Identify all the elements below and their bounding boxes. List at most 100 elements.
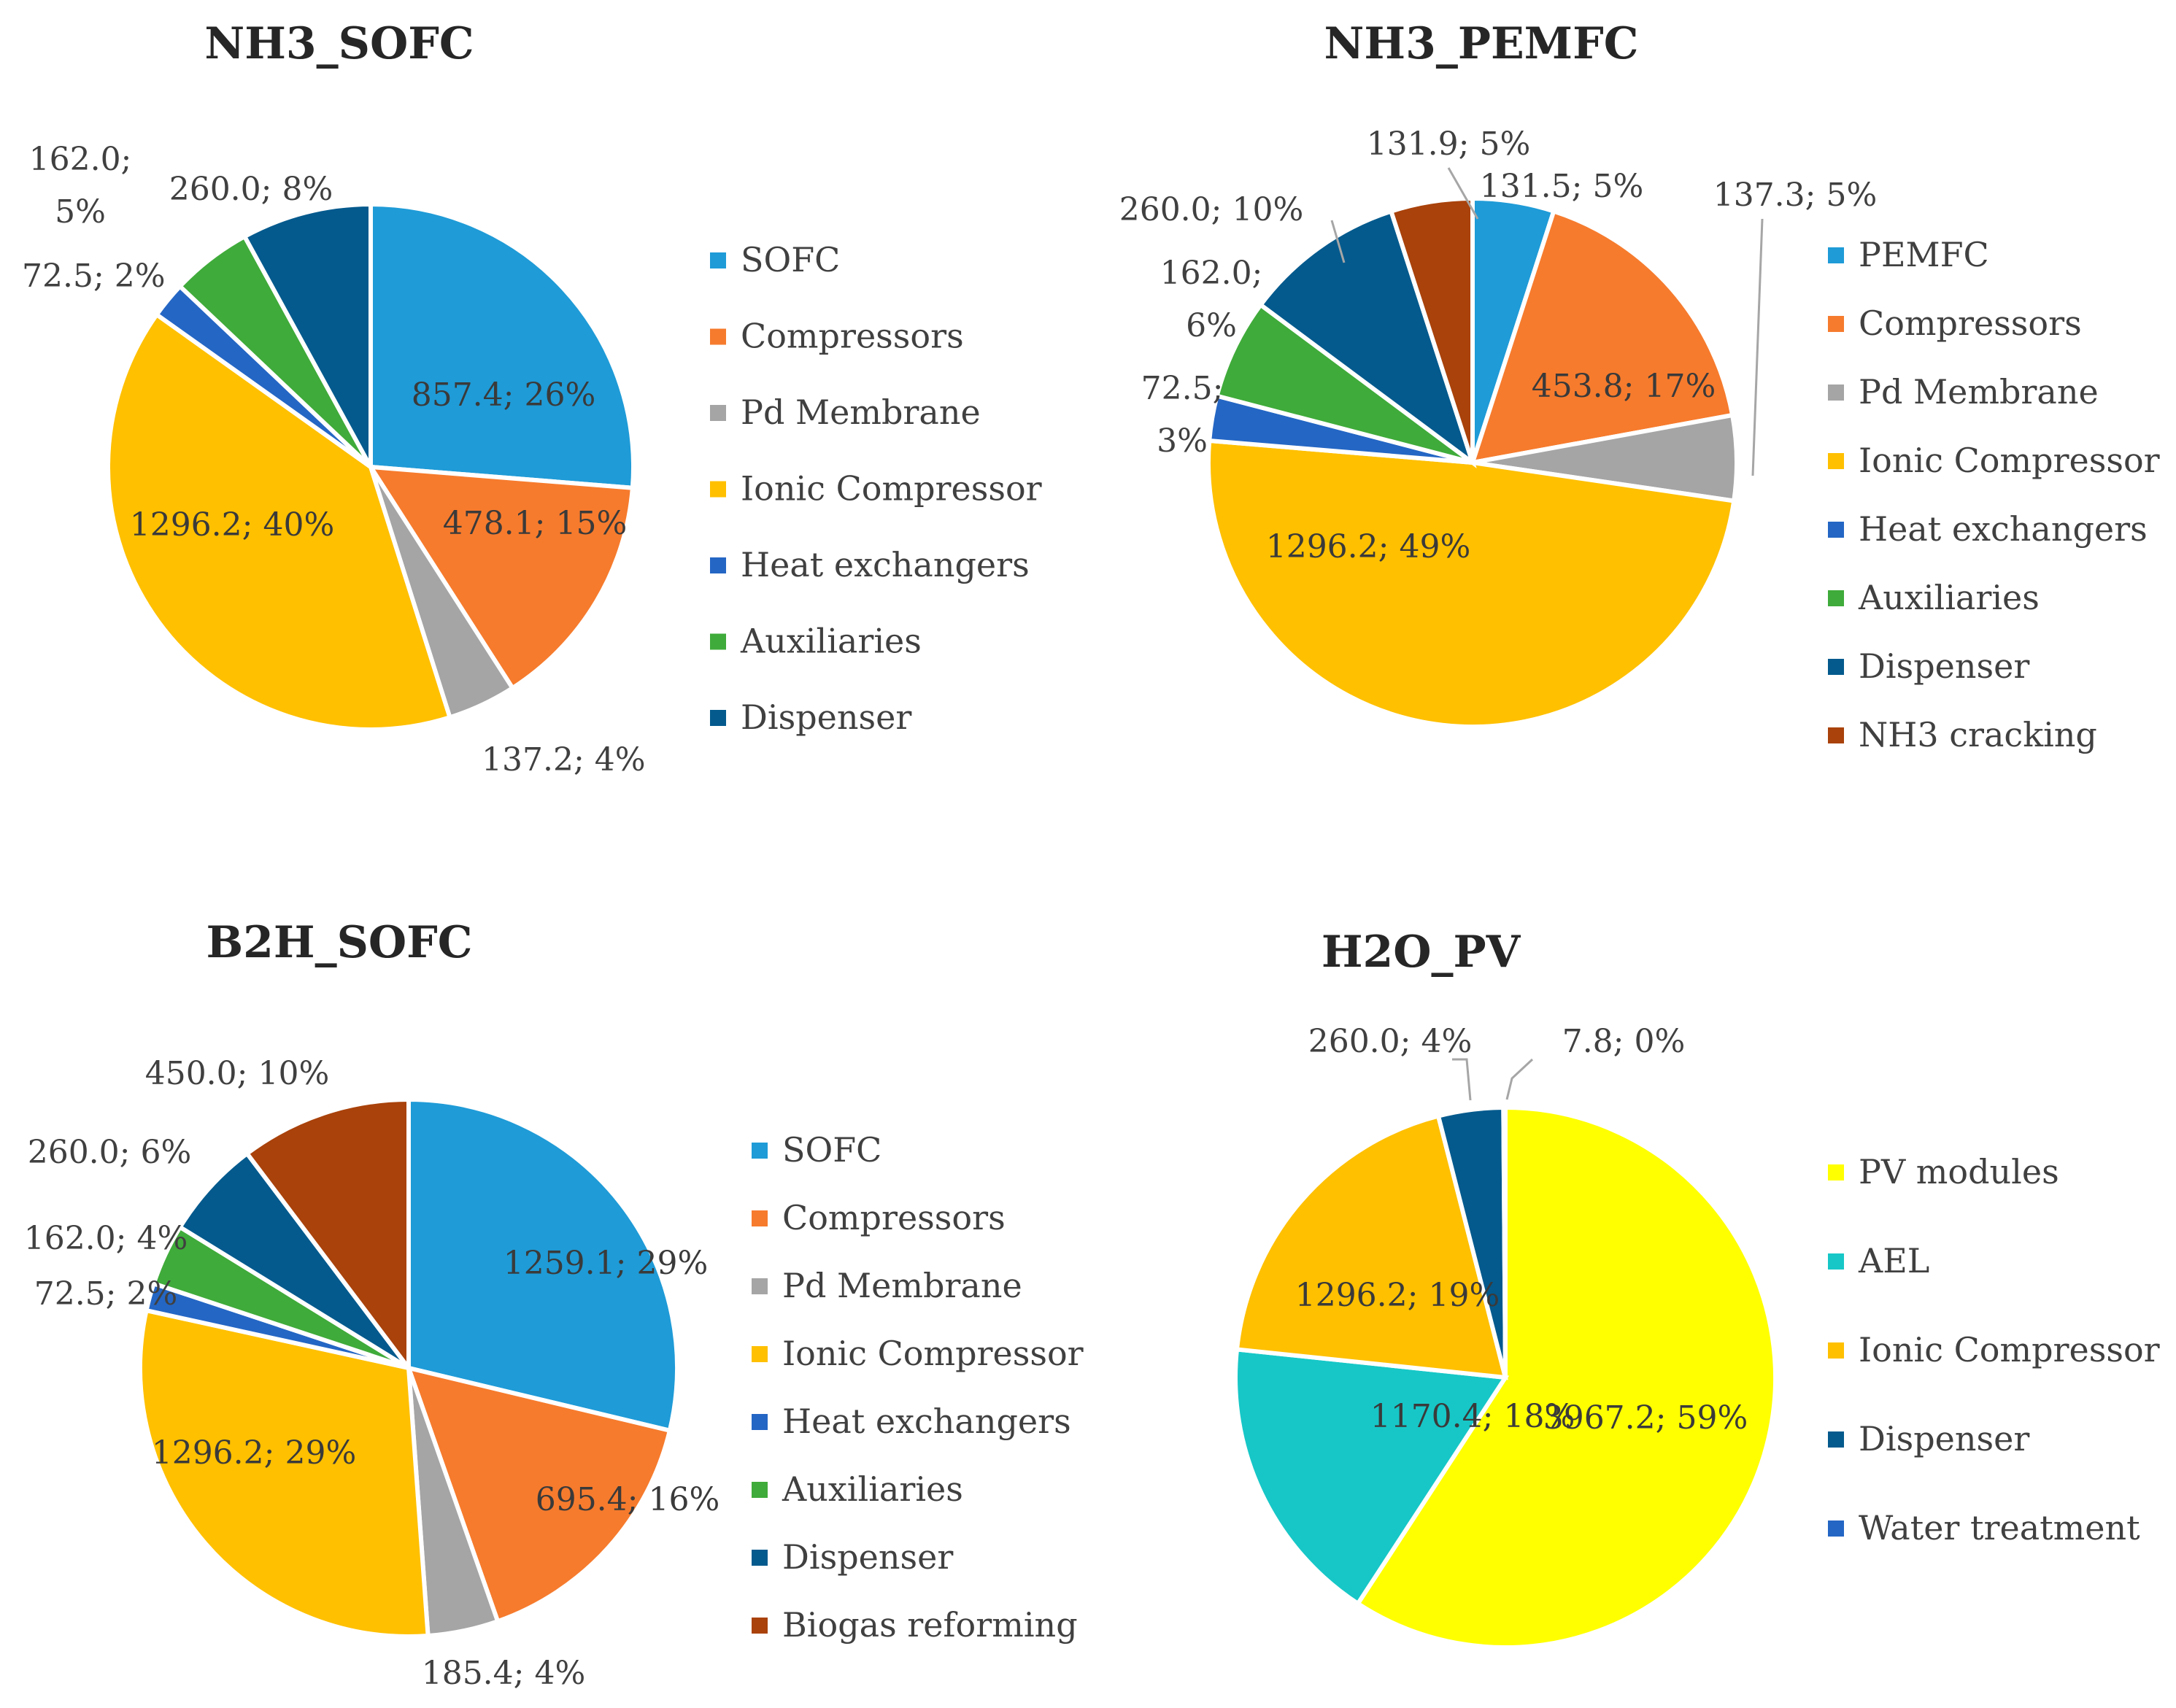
legend-swatch-auxiliaries [710, 633, 726, 650]
legend-swatch-nh3-cracking [1828, 727, 1844, 743]
legend-swatch-auxiliaries [752, 1482, 768, 1498]
slice-ionic-compressor [138, 1307, 431, 1639]
legend-item-dispenser: Dispenser [741, 698, 911, 737]
legend-swatch-ael [1828, 1253, 1844, 1270]
legend-item-heat-exchangers: Heat exchangers [782, 1402, 1071, 1441]
slice-sofc [369, 201, 636, 491]
data-label-pd-membrane: 185.4; 4% [422, 1655, 586, 1692]
legend-swatch-water-treatment [1828, 1520, 1844, 1537]
data-label-ionic-compressor: 1296.2; 40% [130, 506, 335, 544]
legend-item-biogas-reforming: Biogas reforming [782, 1605, 1078, 1645]
legend-item-ael: AEL [1858, 1241, 1929, 1280]
slice-compressors [1469, 208, 1735, 465]
legend-item-ionic-compressor: Ionic Compressor [1859, 1330, 2160, 1369]
chart-title: H2O_PV [1322, 927, 1521, 978]
data-label-ionic-compressor: 1296.2; 49% [1266, 528, 1471, 565]
leader-line [1505, 1058, 1534, 1100]
legend-item-pemfc: PEMFC [1859, 235, 1989, 274]
legend-item-ionic-compressor: Ionic Compressor [1859, 441, 2160, 480]
legend-swatch-compressors [752, 1210, 768, 1226]
legend-swatch-biogas-reforming [752, 1618, 768, 1634]
legend-swatch-heat-exchangers [752, 1414, 768, 1430]
slice-water-treatment [1501, 1105, 1508, 1378]
legend-swatch-pd-membrane [710, 405, 726, 421]
slice-dispenser [242, 201, 373, 468]
legend-item-auxiliaries: Auxiliaries [740, 622, 922, 661]
data-label-water-treatment: 7.8; 0% [1562, 1023, 1686, 1060]
data-label-dispenser: 260.0; 8% [169, 171, 333, 208]
data-label-auxiliaries: 162.0; 5% [29, 141, 132, 231]
leader-line [1452, 1058, 1472, 1101]
data-label-heat-exchangers: 72.5; 3% [1141, 370, 1224, 460]
data-label-sofc: 857.4; 26% [412, 376, 596, 414]
legend-swatch-ionic-compressor [1828, 453, 1844, 469]
slice-compressors [366, 464, 636, 692]
data-label-nh3-cracking: 131.9; 5% [1367, 125, 1531, 163]
legend-item-compressors: Compressors [782, 1198, 1006, 1237]
legend-swatch-dispenser [752, 1550, 768, 1566]
legend-swatch-sofc [752, 1143, 768, 1159]
legend-swatch-pd-membrane [752, 1278, 768, 1294]
legend-item-ionic-compressor: Ionic Compressor [741, 469, 1042, 509]
chart-title: B2H_SOFC [206, 917, 472, 968]
legend-item-dispenser: Dispenser [782, 1537, 953, 1577]
legend-swatch-ionic-compressor [710, 481, 726, 498]
legend-item-compressors: Compressors [1859, 304, 2082, 343]
legend-swatch-pv-modules [1828, 1164, 1844, 1180]
chart-title: NH3_PEMFC [1324, 18, 1639, 69]
legend-item-auxiliaries: Auxiliaries [1858, 578, 2040, 617]
slice-biogas-reforming [244, 1097, 411, 1375]
legend-swatch-dispenser [1828, 1431, 1844, 1448]
slice-ionic-compressor [106, 312, 453, 732]
legend-item-pd-membrane: Pd Membrane [782, 1266, 1022, 1305]
legend-swatch-pd-membrane [1828, 385, 1844, 401]
data-label-compressors: 695.4; 16% [536, 1481, 720, 1518]
data-label-pemfc: 131.5; 5% [1480, 168, 1644, 205]
legend-swatch-ionic-compressor [1828, 1342, 1844, 1359]
chart-nh3-sofc: NH3_SOFC 857.4; 26% 478.1; 15% 137.2; 4% 12… [22, 18, 1042, 778]
legend-item-compressors: Compressors [741, 317, 964, 356]
legend-item-dispenser: Dispenser [1859, 646, 2029, 686]
data-label-pd-membrane: 137.3; 5% [1713, 177, 1878, 214]
slice-ionic-compressor [1205, 438, 1737, 730]
leader-line [1447, 167, 1479, 220]
slice-dispenser [1257, 208, 1477, 469]
data-label-pv-modules: 3967.2; 59% [1543, 1399, 1748, 1437]
chart-title: NH3_SOFC [204, 18, 474, 69]
legend-item-pv-modules: PV modules [1859, 1152, 2059, 1191]
data-label-dispenser: 260.0; 6% [28, 1134, 192, 1171]
data-label-ionic-compressor: 1296.2; 19% [1295, 1277, 1500, 1314]
data-label-compressors: 478.1; 15% [443, 505, 628, 542]
chart-h2o-pv: H2O_PV 3967.2; 59%1170.4; 18% 1296.2; 19%… [1233, 927, 2160, 1650]
legend-item-water-treatment: Water treatment [1859, 1508, 2140, 1547]
data-label-dispenser: 260.0; 4% [1308, 1023, 1473, 1060]
data-label-auxiliaries: 162.0; 4% [24, 1220, 188, 1257]
legend-swatch-heat-exchangers [710, 557, 726, 573]
legend-item-pd-membrane: Pd Membrane [1859, 372, 2099, 411]
legend-swatch-dispenser [1828, 659, 1844, 675]
data-label-pd-membrane: 137.2; 4% [482, 741, 646, 778]
legend-swatch-sofc [710, 252, 726, 268]
legend-item-sofc: SOFC [782, 1130, 881, 1170]
slice-compressors [405, 1364, 673, 1624]
legend-item-heat-exchangers: Heat exchangers [1859, 509, 2148, 549]
slice-ael [1233, 1347, 1510, 1607]
slice-sofc [406, 1097, 679, 1434]
leader-line [1330, 220, 1346, 263]
legend-swatch-compressors [710, 328, 726, 345]
legend-swatch-auxiliaries [1828, 590, 1844, 606]
legend-item-pd-membrane: Pd Membrane [741, 393, 981, 432]
chart-b2h-sofc: B2H_SOFC 1259.1; 29% 695.4; 16% 185.4; 4% 1… [24, 917, 1084, 1692]
data-label-sofc: 1259.1; 29% [504, 1245, 709, 1282]
data-label-compressors: 453.8; 17% [1532, 368, 1716, 405]
legend-swatch-heat-exchangers [1828, 522, 1844, 538]
chart-nh3-pemfc: NH3_PEMFC 131.5; 5% 453.8; 17% 137.3; 5% 12… [1119, 18, 2160, 754]
data-label-ael: 1170.4; 18% [1370, 1398, 1575, 1435]
legend-swatch-ionic-compressor [752, 1346, 768, 1362]
leader-line [1751, 218, 1764, 476]
legend-item-auxiliaries: Auxiliaries [782, 1469, 963, 1509]
data-label-ionic-compressor: 1296.2; 29% [152, 1434, 357, 1472]
data-label-auxiliaries: 162.0; 6% [1160, 255, 1263, 344]
legend-item-heat-exchangers: Heat exchangers [741, 545, 1030, 584]
